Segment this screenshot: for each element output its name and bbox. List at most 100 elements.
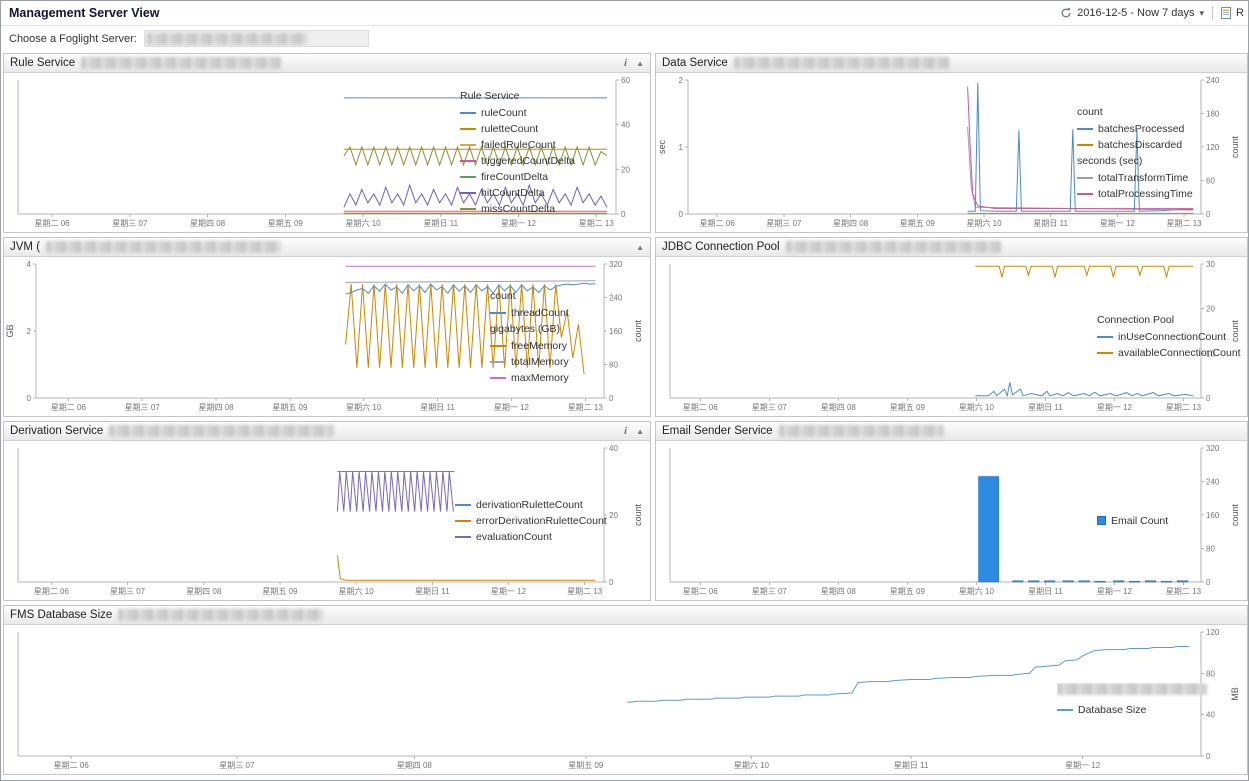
legend-item[interactable]: threadCount (490, 307, 646, 319)
legend-label: failedRuleCount (481, 139, 556, 151)
svg-text:星期一 12: 星期一 12 (1065, 761, 1101, 770)
legend-item[interactable]: freeMemory (490, 340, 646, 352)
legend-item[interactable]: ruleCount (460, 107, 646, 119)
svg-text:count: count (1230, 319, 1240, 342)
legend-item[interactable]: totalProcessingTime (1077, 188, 1243, 200)
panel-header: JDBC Connection Pool (656, 238, 1247, 257)
svg-text:星期日 11: 星期日 11 (420, 403, 455, 412)
legend-item[interactable]: fireCountDelta (460, 171, 646, 183)
legend-item[interactable]: Database Size (1057, 704, 1243, 716)
svg-text:20: 20 (609, 511, 618, 520)
svg-text:160: 160 (1206, 511, 1220, 520)
svg-text:10: 10 (1206, 349, 1215, 358)
legend-swatch-icon (1057, 709, 1073, 711)
legend-swatch-icon (460, 160, 476, 162)
legend-item[interactable]: hitCountDelta (460, 187, 646, 199)
legend-swatch-icon (490, 376, 506, 379)
censored-text (81, 57, 282, 69)
legend-item[interactable]: triggeredCountDelta (460, 155, 646, 167)
svg-text:星期六 10: 星期六 10 (959, 586, 995, 596)
legend-item[interactable]: ruletteCount (460, 123, 646, 135)
collapse-icon[interactable]: ▲ (636, 58, 644, 68)
panel-email-sender-service: Email Sender Service 0 80 160 240 320 count 星期… (655, 421, 1248, 601)
legend-swatch-icon (460, 192, 476, 194)
legend-swatch-icon (1097, 336, 1113, 338)
legend-swatch-icon (490, 311, 506, 314)
legend-swatch-icon (1077, 143, 1093, 146)
legend-jvm: count threadCount gigabytes (GB) freeMemory… (490, 290, 650, 384)
svg-text:count: count (633, 503, 643, 526)
svg-text:GB: GB (5, 324, 15, 337)
panel-header: Derivation Service i ▲ (4, 422, 650, 441)
chart-svg: 0 20 40 60 星期二 06 星期三 07 星期四 08 星期五 09 星期六 10 星期日… (17, 76, 630, 228)
chart-rule-service[interactable]: 0 20 40 60 星期二 06 星期三 07 星期四 08 星期五 09 星期六 10 星期日… (4, 75, 630, 231)
svg-text:星期一 12: 星期一 12 (494, 403, 530, 412)
panel-title: JVM ( (10, 241, 41, 253)
svg-text:0: 0 (1206, 578, 1211, 587)
legend-item[interactable]: batchesDiscarded (1077, 139, 1243, 151)
refresh-icon[interactable] (1060, 7, 1072, 19)
legend-item[interactable]: missCountDelta (460, 203, 646, 215)
legend-item[interactable]: batchesProcessed (1077, 123, 1243, 135)
chart-derivation-service[interactable]: 0 20 40 count 星期二 06 星期三 07 星期四 08 星期五 09 星期六 10… (4, 443, 643, 599)
svg-text:星期五 09: 星期五 09 (262, 587, 298, 596)
time-range-label[interactable]: 2016-12-5 - Now 7 days (1077, 7, 1195, 19)
server-selector[interactable] (143, 30, 369, 47)
legend-item[interactable]: totalMemory (490, 356, 646, 368)
censored-text (109, 425, 335, 437)
svg-text:星期一 12: 星期一 12 (491, 587, 527, 596)
censored-text (785, 241, 1001, 253)
collapse-icon[interactable]: ▲ (636, 242, 644, 252)
svg-text:星期四 08: 星期四 08 (821, 403, 857, 412)
legend-label: threadCount (511, 306, 569, 319)
legend-item[interactable]: derivationRuletteCount (455, 499, 646, 511)
reports-button[interactable]: R (1236, 7, 1244, 19)
legend-item[interactable]: totalTransformTime (1077, 172, 1243, 184)
svg-text:星期日 11: 星期日 11 (1033, 219, 1068, 228)
report-icon[interactable] (1221, 7, 1232, 19)
legend-swatch-icon (460, 208, 476, 210)
legend-item[interactable]: availableConnectionCount (1097, 347, 1243, 359)
svg-text:240: 240 (609, 293, 623, 302)
chart-email-sender-service[interactable]: 0 80 160 240 320 count 星期二 06 星期三 07 星期四 08 星期五 0… (656, 443, 1240, 599)
svg-text:星期日 11: 星期日 11 (1028, 403, 1063, 412)
legend-label: missCountDelta (481, 203, 556, 215)
legend-derivation-service: derivationRuletteCount errorDerivationRul… (455, 499, 650, 543)
legend-swatch-icon (460, 176, 476, 178)
panel-jdbc-connection-pool: JDBC Connection Pool 0 10 20 30 count 星期二 06 星… (655, 237, 1248, 417)
censored-text (733, 57, 949, 69)
panel-header: Email Sender Service (656, 422, 1247, 441)
panel-title: FMS Database Size (10, 609, 113, 621)
legend-item[interactable]: Email Count (1097, 515, 1243, 527)
svg-text:星期五 09: 星期五 09 (890, 403, 926, 412)
svg-text:120: 120 (1206, 143, 1220, 152)
svg-text:160: 160 (609, 327, 623, 336)
legend-group-title: Rule Service (460, 90, 520, 102)
chevron-down-icon[interactable]: ▾ (1199, 7, 1205, 18)
legend-label: triggeredCountDelta (481, 155, 575, 167)
svg-text:0: 0 (609, 578, 614, 587)
chart-jdbc-connection-pool[interactable]: 0 10 20 30 count 星期二 06 星期三 07 星期四 08 星期五 09 星期六 … (656, 259, 1240, 415)
svg-text:2: 2 (679, 76, 684, 85)
chart-data-service[interactable]: 0 1 2 sec 0 60 120 180 240 count 星期二 06 星期三 07 星期四 0… (656, 75, 1240, 231)
legend-group-title: count (490, 289, 516, 302)
svg-text:星期一 12: 星期一 12 (501, 219, 537, 228)
chart-fms-database-size[interactable]: 0 40 80 120 MB 星期二 06 星期三 07 星期四 08 星期五 09 星期六 10… (4, 627, 1240, 773)
info-icon[interactable]: i (624, 57, 628, 69)
svg-text:星期五 09: 星期五 09 (900, 219, 936, 228)
legend-swatch-icon (1097, 352, 1113, 354)
legend-item[interactable]: inUseConnectionCount (1097, 331, 1243, 343)
legend-label: hitCountDelta (481, 187, 545, 199)
chart-jvm[interactable]: 0 2 4 GB 0 80 160 240 320 count 星期二 06 星期三 07 星期四 08… (4, 259, 643, 415)
censored-text (778, 425, 944, 437)
svg-text:星期一 12: 星期一 12 (1097, 587, 1133, 596)
legend-item[interactable]: errorDerivationRuletteCount (455, 515, 646, 527)
collapse-icon[interactable]: ▲ (636, 426, 644, 436)
svg-text:0: 0 (1206, 752, 1211, 761)
panel-title: Data Service (662, 57, 728, 69)
legend-item[interactable]: evaluationCount (455, 531, 646, 543)
legend-item[interactable]: failedRuleCount (460, 139, 646, 151)
info-icon[interactable]: i (624, 425, 628, 437)
legend-item[interactable]: maxMemory (490, 372, 646, 384)
